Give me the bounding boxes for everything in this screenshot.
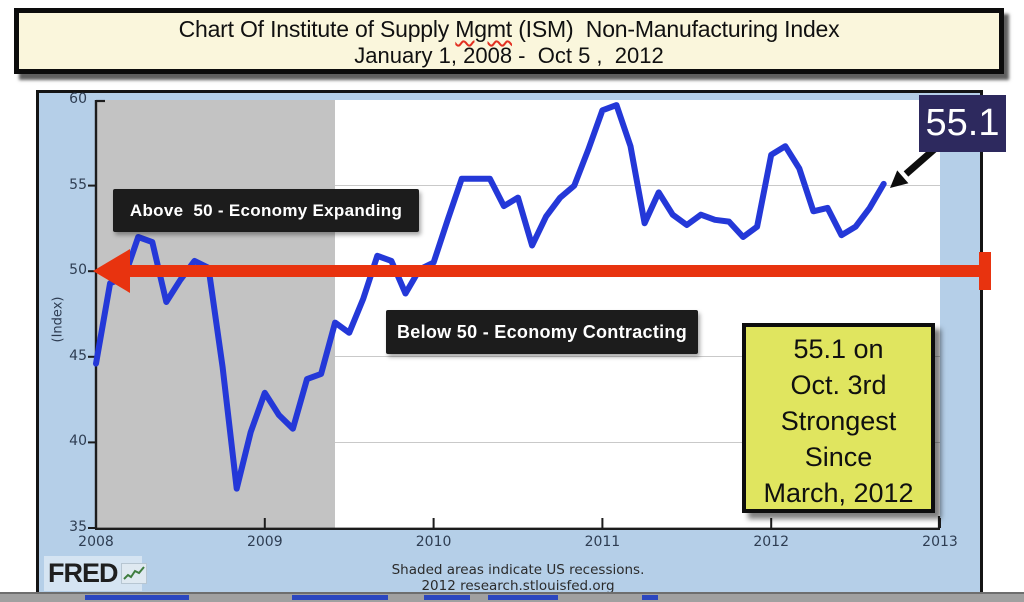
x-tick-label: 2010 [415, 534, 452, 550]
x-tick-label: 2013 [922, 534, 958, 550]
misspelled-word: Mgmt [455, 16, 512, 42]
sparkline-chart-icon [120, 563, 147, 584]
background-window-artifact [488, 595, 558, 600]
background-window-artifact [292, 595, 388, 600]
x-tick-label: 2012 [753, 534, 789, 550]
chart-title: Chart Of Institute of Supply Mgmt (ISM) … [178, 16, 840, 42]
reference-arrow-50-endcap [979, 252, 991, 290]
y-tick-label: 55 [69, 176, 87, 193]
fred-logo: FRED [44, 556, 147, 591]
recession-note-text: Shaded areas indicate US recessions. [391, 562, 645, 578]
above-50-label: Above 50 - Economy Expanding [113, 189, 419, 232]
reference-arrow-50-bar [128, 265, 985, 277]
note-line: March, 2012 [763, 478, 914, 508]
note-line: Oct. 3rd [790, 370, 887, 400]
y-tick-label: 45 [69, 347, 87, 364]
x-tick-label: 2011 [584, 534, 621, 550]
y-axis-title: (Index) [50, 296, 66, 343]
fred-logo-text: FRED [48, 558, 118, 588]
y-tick-label: 60 [69, 91, 87, 107]
background-window-artifact [424, 595, 470, 600]
background-window-artifact [85, 595, 189, 600]
y-tick-label: 40 [69, 433, 87, 450]
note-line: Strongest [780, 406, 897, 436]
x-tick-label: 2009 [246, 534, 283, 550]
note-line: 55.1 on [793, 334, 884, 364]
note-line: Since [804, 442, 873, 472]
background-window-artifact [642, 595, 658, 600]
chart-date-range: January 1, 2008 - Oct 5 , 2012 [354, 43, 664, 68]
recession-shading-band [96, 100, 335, 528]
x-tick-label: 2008 [78, 534, 114, 550]
note-box: 55.1 on Oct. 3rd Strongest Since March, … [742, 323, 935, 513]
latest-value-callout: 55.1 [919, 95, 1006, 152]
y-tick-label: 35 [69, 519, 87, 535]
reference-arrow-50-arrowhead-icon [93, 249, 130, 293]
below-50-label: Below 50 - Economy Contracting [386, 310, 698, 354]
y-tick-label: 50 [69, 262, 87, 279]
source-text: 2012 research.stlouisfed.org [421, 578, 615, 594]
title-banner: Chart Of Institute of Supply Mgmt (ISM) … [14, 8, 1004, 74]
